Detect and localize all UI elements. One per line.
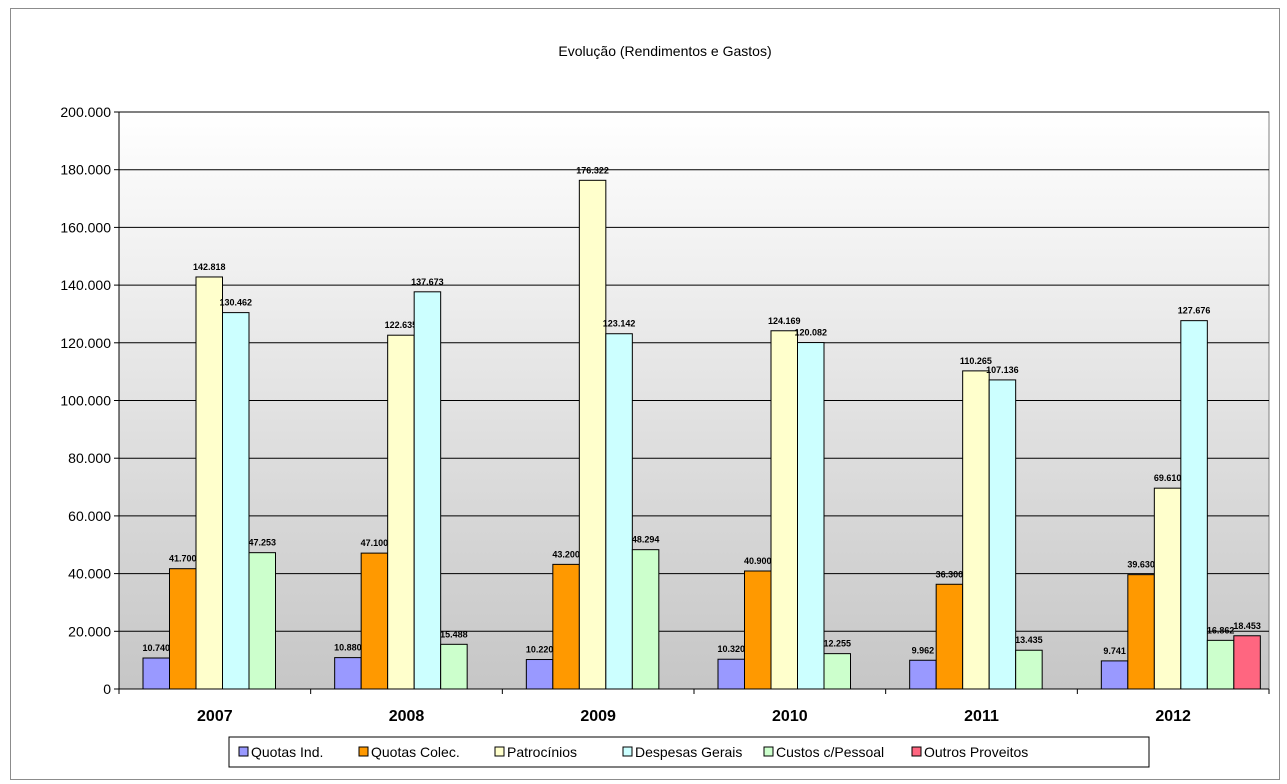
bar bbox=[248, 552, 276, 690]
y-tick-label: 40.000 bbox=[68, 566, 111, 582]
data-label: 10.740 bbox=[142, 643, 170, 653]
y-tick-label: 60.000 bbox=[68, 508, 111, 524]
legend-label: Custos c/Pessoal bbox=[776, 744, 884, 760]
bar-chart: Evolução (Rendimentos e Gastos) 0 20.000 4… bbox=[60, 43, 1270, 768]
bar bbox=[360, 552, 389, 690]
data-label: 10.220 bbox=[526, 645, 554, 655]
bar bbox=[962, 370, 990, 690]
bar bbox=[1015, 649, 1043, 690]
data-label: 10.320 bbox=[717, 644, 745, 654]
data-label: 15.488 bbox=[440, 629, 468, 639]
x-tick-label: 2009 bbox=[580, 708, 616, 725]
data-label: 18.453 bbox=[1233, 621, 1261, 631]
bar bbox=[797, 342, 825, 690]
y-tick-label: 200.000 bbox=[60, 104, 111, 120]
legend-swatch bbox=[911, 746, 922, 757]
x-tick-label: 2008 bbox=[389, 708, 425, 725]
bar bbox=[909, 659, 937, 690]
bar bbox=[1233, 635, 1261, 690]
bar bbox=[823, 653, 851, 690]
y-tick-label: 20.000 bbox=[68, 623, 111, 639]
bar bbox=[1206, 639, 1235, 690]
legend: Quotas Ind. Quotas Colec. Patrocínios Despe… bbox=[228, 736, 1150, 768]
x-tick-label: 2007 bbox=[197, 708, 233, 725]
data-label: 40.900 bbox=[744, 556, 772, 566]
bar bbox=[1100, 660, 1129, 690]
legend-swatch bbox=[358, 746, 369, 757]
bar bbox=[578, 179, 607, 690]
data-label: 9.962 bbox=[912, 645, 935, 655]
data-label: 124.169 bbox=[768, 316, 801, 326]
bar bbox=[334, 657, 362, 690]
data-label: 127.676 bbox=[1178, 306, 1211, 316]
y-tick-label: 180.000 bbox=[60, 162, 111, 178]
data-label: 43.200 bbox=[552, 549, 580, 559]
data-label: 110.265 bbox=[960, 356, 992, 366]
chart-title: Evolução (Rendimentos e Gastos) bbox=[558, 43, 771, 59]
y-tick-label: 160.000 bbox=[60, 219, 111, 235]
legend-swatch bbox=[494, 746, 505, 757]
bar bbox=[935, 583, 964, 690]
legend-label: Despesas Gerais bbox=[635, 744, 742, 760]
data-label: 39.630 bbox=[1127, 560, 1155, 570]
bar bbox=[195, 276, 223, 690]
chart-frame: Evolução (Rendimentos e Gastos) 0 20.000 4… bbox=[10, 8, 1280, 780]
data-label: 120.082 bbox=[794, 328, 827, 338]
data-label: 13.435 bbox=[1015, 635, 1043, 645]
y-tick-label: 140.000 bbox=[60, 277, 111, 293]
legend-swatch bbox=[622, 746, 633, 757]
bar bbox=[552, 563, 580, 690]
bar bbox=[605, 333, 633, 690]
bar bbox=[1153, 487, 1182, 690]
data-label: 130.462 bbox=[219, 298, 252, 308]
data-label: 47.253 bbox=[248, 538, 276, 548]
bar bbox=[1127, 574, 1155, 690]
legend-swatch bbox=[763, 746, 774, 757]
bar bbox=[988, 379, 1017, 690]
data-label: 123.142 bbox=[603, 319, 636, 329]
bar bbox=[222, 312, 250, 690]
bar bbox=[631, 549, 660, 690]
x-tick-label: 2012 bbox=[1155, 708, 1191, 725]
legend-label: Quotas Ind. bbox=[251, 744, 323, 760]
data-label: 47.100 bbox=[361, 538, 389, 548]
bar bbox=[525, 659, 554, 690]
legend-swatch bbox=[238, 746, 249, 757]
bar bbox=[440, 643, 468, 690]
data-label: 107.136 bbox=[986, 365, 1019, 375]
data-label: 10.880 bbox=[334, 643, 362, 653]
bar bbox=[387, 334, 415, 690]
x-tick-label: 2011 bbox=[964, 708, 999, 725]
data-label: 69.610 bbox=[1154, 473, 1182, 483]
bar bbox=[744, 570, 772, 690]
legend-label: Outros Proveitos bbox=[924, 744, 1028, 760]
bar bbox=[1180, 320, 1208, 690]
bar bbox=[169, 568, 197, 690]
legend-label: Patrocínios bbox=[507, 744, 577, 760]
bar bbox=[717, 658, 745, 690]
data-label: 137.673 bbox=[411, 277, 444, 287]
y-tick-label: 120.000 bbox=[60, 335, 111, 351]
x-tick-label: 2010 bbox=[772, 708, 808, 725]
data-label: 122.635 bbox=[385, 320, 418, 330]
y-tick-label: 80.000 bbox=[68, 450, 111, 466]
data-label: 12.255 bbox=[823, 639, 851, 649]
y-tick-label: 100.000 bbox=[60, 393, 111, 409]
data-label: 142.818 bbox=[193, 262, 226, 272]
data-label: 9.741 bbox=[1103, 646, 1126, 656]
data-label: 41.700 bbox=[169, 554, 197, 564]
data-label: 36.300 bbox=[936, 569, 964, 579]
legend-label: Quotas Colec. bbox=[371, 744, 460, 760]
legend-box bbox=[228, 736, 1150, 768]
bar bbox=[142, 657, 170, 690]
data-label: 176.322 bbox=[576, 165, 609, 175]
bar bbox=[770, 330, 798, 690]
bar bbox=[413, 291, 442, 690]
y-tick-label: 0 bbox=[103, 681, 111, 697]
data-label: 16.862 bbox=[1207, 625, 1235, 635]
data-label: 48.294 bbox=[632, 535, 660, 545]
